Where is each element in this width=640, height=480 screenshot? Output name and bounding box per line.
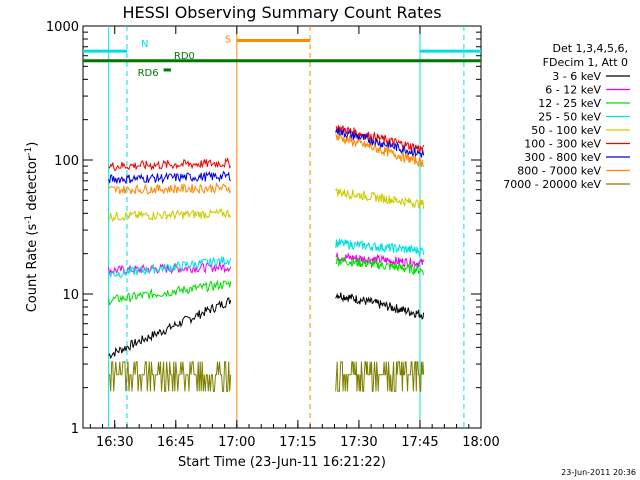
series-line-0-segment-1 bbox=[335, 292, 425, 320]
y-axis-label-sup1: -1 bbox=[24, 215, 34, 224]
legend: Det 1,3,4,5,6, FDecim 1, Att 0 3 - 6 keV… bbox=[503, 42, 630, 191]
series-line-2-segment-1 bbox=[335, 255, 425, 276]
legend-label-4: 50 - 100 keV bbox=[531, 124, 601, 137]
series-line-3-segment-1 bbox=[335, 238, 425, 257]
x-tick-label-0: 16:30 bbox=[96, 435, 133, 450]
y-axis-label-end: ) bbox=[25, 142, 40, 147]
chart-title: HESSI Observing Summary Count Rates bbox=[122, 3, 441, 22]
legend-header-line-2: FDecim 1, Att 0 bbox=[543, 56, 628, 69]
flag-label-4: S bbox=[225, 34, 231, 45]
legend-label-1: 6 - 12 keV bbox=[545, 84, 601, 97]
series-line-7-segment-1 bbox=[335, 133, 425, 168]
x-tick-label-4: 17:30 bbox=[340, 435, 377, 450]
plot-frame bbox=[82, 25, 482, 429]
series-line-8-segment-1 bbox=[335, 361, 425, 392]
series-line-5-segment-0 bbox=[108, 157, 232, 171]
footer-timestamp: 23-Jun-2011 20:36 bbox=[561, 468, 636, 477]
series-line-6-segment-1 bbox=[335, 127, 425, 158]
flag-label-2: RD0 bbox=[174, 51, 195, 62]
series-line-6-segment-0 bbox=[108, 170, 232, 185]
x-tick-label-6: 18:00 bbox=[462, 435, 499, 450]
flag-label-3: RD6 bbox=[138, 68, 159, 79]
x-axis-ticks: 16:30 16:45 17:00 17:15 17:30 17:45 18:00 bbox=[89, 26, 500, 450]
y-axis-ticks: 1 10 100 1000 bbox=[46, 20, 481, 437]
legend-label-0: 3 - 6 keV bbox=[552, 70, 601, 83]
series-line-5-segment-1 bbox=[335, 125, 425, 154]
y-axis-label-sup2: -1 bbox=[24, 147, 34, 156]
x-tick-label-2: 17:00 bbox=[218, 435, 255, 450]
legend-label-5: 100 - 300 keV bbox=[524, 138, 601, 151]
series-line-8-segment-0 bbox=[108, 361, 232, 392]
y-tick-label-0: 1 bbox=[71, 422, 79, 437]
x-axis-label: Start Time (23-Jun-11 16:21:22) bbox=[178, 455, 386, 470]
x-tick-label-3: 17:15 bbox=[279, 435, 316, 450]
y-tick-label-3: 1000 bbox=[46, 20, 79, 35]
y-axis-label-mid: detector bbox=[25, 155, 40, 215]
legend-label-7: 800 - 7000 keV bbox=[517, 165, 601, 178]
x-tick-label-1: 16:45 bbox=[157, 435, 194, 450]
legend-label-6: 300 - 800 keV bbox=[524, 151, 601, 164]
legend-label-3: 25 - 50 keV bbox=[538, 111, 601, 124]
series-line-3-segment-0 bbox=[108, 256, 232, 279]
y-axis-label: Count Rate (s-1 detector-1) bbox=[24, 142, 40, 313]
series-line-7-segment-0 bbox=[108, 181, 232, 195]
y-tick-label-2: 100 bbox=[54, 154, 79, 169]
flag-bars: N RD0 RD6 S bbox=[83, 34, 481, 79]
x-tick-label-5: 17:45 bbox=[401, 435, 438, 450]
legend-header-line-1: Det 1,3,4,5,6, bbox=[552, 42, 628, 55]
series-line-4-segment-0 bbox=[108, 207, 232, 223]
flag-label-0: N bbox=[141, 39, 148, 50]
series-line-0-segment-0 bbox=[108, 297, 232, 360]
y-axis-label-main: Count Rate (s bbox=[25, 224, 40, 313]
legend-label-8: 7000 - 20000 keV bbox=[503, 178, 601, 191]
series-group bbox=[108, 125, 425, 392]
legend-label-2: 12 - 25 keV bbox=[538, 97, 601, 110]
series-line-4-segment-1 bbox=[335, 188, 425, 210]
y-tick-label-1: 10 bbox=[62, 288, 79, 303]
vertical-marker-lines bbox=[108, 26, 465, 428]
series-line-2-segment-0 bbox=[108, 279, 232, 306]
